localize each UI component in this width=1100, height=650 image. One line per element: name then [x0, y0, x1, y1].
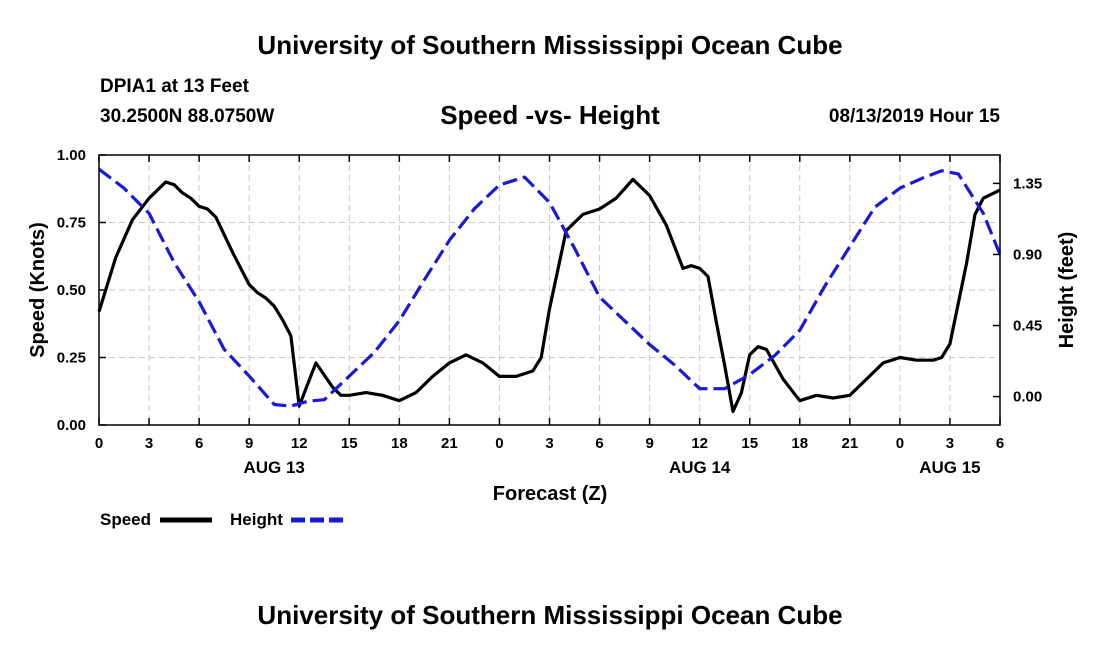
y-axis-label: Speed (Knots) [27, 222, 49, 358]
forecast-date-hour: 08/13/2019 Hour 15 [828, 106, 1000, 127]
y2-tick-label: 0.45 [1013, 318, 1042, 335]
x-tick-label: 0 [495, 435, 503, 452]
y-tick-label: 1.00 [57, 147, 86, 164]
x-tick-label: 12 [291, 435, 308, 452]
y2-tick-label: 0.90 [1013, 246, 1042, 263]
chart-title: Speed -vs- Height [440, 100, 660, 130]
x-tick-label: 9 [245, 435, 253, 452]
date-label: AUG 14 [669, 458, 731, 477]
legend-height-label: Height [230, 510, 283, 529]
x-tick-label: 12 [691, 435, 708, 452]
page-title: University of Southern Mississippi Ocean… [257, 30, 843, 60]
series-line-speed [97, 177, 1001, 414]
series-lines [97, 167, 1002, 414]
x-tick-label: 0 [95, 435, 103, 452]
x-tick-label: 15 [741, 435, 758, 452]
x-tick-label: 0 [896, 435, 904, 452]
y-tick-label: 0.25 [57, 350, 86, 367]
x-tick-label: 18 [791, 435, 808, 452]
legend: Speed Height [100, 510, 343, 529]
y2-axis-label: Height (feet) [1056, 232, 1078, 349]
date-label: AUG 13 [243, 458, 304, 477]
station-name: DPIA1 at 13 Feet [100, 76, 249, 97]
legend-speed-label: Speed [100, 510, 151, 529]
x-tick-label: 6 [595, 435, 603, 452]
x-axis-label: Forecast (Z) [493, 483, 607, 505]
x-tick-label: 15 [341, 435, 358, 452]
x-tick-label: 21 [841, 435, 858, 452]
y-tick-label: 0.50 [57, 282, 86, 299]
axis-ticks: 0 3 6 9 12 15 18 21 0 3 6 9 12 15 18 21 0 3 6 AUG 13 AUG 14 A… [57, 147, 1042, 477]
y-tick-label: 0.00 [57, 417, 86, 434]
y2-tick-label: 1.35 [1013, 175, 1042, 192]
y2-tick-label: 0.00 [1013, 389, 1042, 406]
x-tick-label: 3 [545, 435, 553, 452]
x-tick-label: 18 [391, 435, 408, 452]
y-tick-label: 0.75 [57, 215, 86, 232]
x-tick-label: 9 [645, 435, 653, 452]
station-coordinates: 30.2500N 88.0750W [100, 106, 275, 127]
footer-title: University of Southern Mississippi Ocean… [257, 600, 843, 630]
x-tick-label: 3 [946, 435, 954, 452]
date-label: AUG 15 [919, 458, 980, 477]
x-tick-label: 6 [996, 435, 1004, 452]
x-tick-label: 21 [441, 435, 458, 452]
x-tick-label: 3 [145, 435, 153, 452]
x-tick-label: 6 [195, 435, 203, 452]
series-line-height [98, 167, 1002, 408]
grid-lines [99, 155, 1000, 425]
